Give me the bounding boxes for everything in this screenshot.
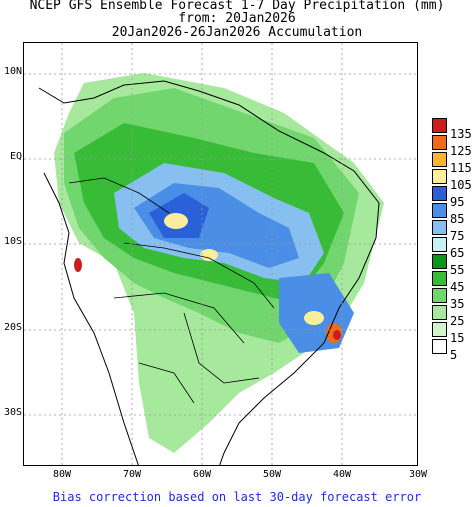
colorbar-level-label: 75 — [450, 229, 465, 243]
precipitation-map — [23, 42, 418, 466]
colorbar-level-label: 95 — [450, 195, 465, 209]
colorbar-box — [432, 339, 447, 354]
lat-label-eq: EQ — [9, 151, 22, 162]
colorbar-level-label: 15 — [450, 331, 465, 345]
colorbar-level-label: 135 — [450, 127, 472, 141]
colorbar-box — [432, 288, 447, 303]
colorbar-level-label: 65 — [450, 246, 465, 260]
colorbar-level-label: 25 — [450, 314, 465, 328]
colorbar-level-label: 55 — [450, 263, 465, 277]
colorbar-box — [432, 254, 447, 269]
bias-correction-note: Bias correction based on last 30-day for… — [52, 490, 422, 504]
colorbar-level-label: 5 — [450, 348, 458, 362]
colorbar-box — [432, 169, 447, 184]
colorbar — [432, 118, 449, 356]
precip-red-max-2 — [74, 258, 82, 272]
lon-label-70w: 70W — [122, 469, 142, 480]
precip-yellow-core-1 — [164, 213, 188, 229]
colorbar-box — [432, 220, 447, 235]
colorbar-box — [432, 186, 447, 201]
colorbar-level-label: 45 — [450, 280, 465, 294]
colorbar-box — [432, 271, 447, 286]
lon-label-40w: 40W — [332, 469, 352, 480]
precip-yellow-core-3 — [304, 311, 324, 325]
colorbar-level-label: 125 — [450, 144, 472, 158]
colorbar-box — [432, 118, 447, 133]
colorbar-box — [432, 305, 447, 320]
colorbar-box — [432, 203, 447, 218]
colorbar-level-label: 85 — [450, 212, 465, 226]
colorbar-level-label: 105 — [450, 178, 472, 192]
lon-label-80w: 80W — [52, 469, 72, 480]
map-title-line1: NCEP GFS Ensemble Forecast 1-7 Day Preci… — [29, 0, 445, 13]
map-title-line3: 20Jan2026-26Jan2026 Accumulation — [111, 25, 363, 40]
colorbar-box — [432, 152, 447, 167]
precip-yellow-core-2 — [200, 249, 218, 261]
country-borders — [68, 177, 275, 404]
lon-label-30w: 30W — [408, 469, 428, 480]
map-canvas — [24, 43, 417, 465]
colorbar-box — [432, 322, 447, 337]
lat-label-10s: 10S — [3, 236, 22, 247]
map-title-line2: from: 20Jan2026 — [178, 11, 296, 26]
lat-label-30s: 30S — [3, 407, 22, 418]
colorbar-level-label: 35 — [450, 297, 465, 311]
lat-label-10n: 10N — [3, 66, 22, 77]
lon-label-50w: 50W — [262, 469, 282, 480]
lat-label-20s: 20S — [3, 322, 22, 333]
colorbar-box — [432, 135, 447, 150]
precip-red-max-1 — [333, 330, 341, 340]
colorbar-box — [432, 237, 447, 252]
lon-label-60w: 60W — [192, 469, 212, 480]
colorbar-level-label: 115 — [450, 161, 472, 175]
graticule — [24, 43, 417, 465]
